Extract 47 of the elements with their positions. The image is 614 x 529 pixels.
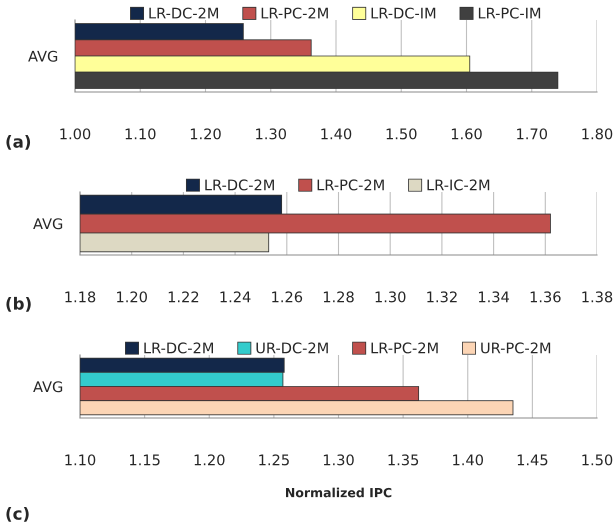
legend-label: UR-PC-2M [481, 342, 550, 354]
x-axis-title: Normalized IPC [286, 488, 392, 498]
x-tick-label: 1.35 [388, 454, 418, 466]
x-tick-label: 1.10 [65, 454, 96, 466]
y-tick-label: AVG [33, 381, 62, 392]
x-tick-label: 1.22 [168, 291, 198, 302]
x-tick-label: 1.45 [518, 454, 548, 466]
legend-label: LR-DC-2M [149, 8, 218, 19]
y-tick-label: AVG [28, 50, 58, 62]
x-tick-label: 1.20 [190, 128, 221, 140]
legend-label: UR-DC-2M [256, 342, 328, 354]
y-tick-label: AVG [33, 218, 62, 230]
x-tick-label: 1.25 [259, 454, 289, 466]
x-tick-label: 1.10 [126, 128, 156, 140]
legend-label: LR-DC-2M [144, 342, 213, 354]
legend-label: LR-DC-IM [372, 8, 436, 19]
legend-label: LR-PC-2M [318, 179, 384, 190]
x-tick-label: 1.20 [117, 291, 147, 302]
x-tick-label: 1.50 [386, 128, 417, 140]
x-tick-label: 1.26 [272, 291, 302, 302]
x-tick-label: 1.70 [517, 128, 548, 140]
x-tick-label: 1.30 [376, 291, 406, 302]
legend-label: LR-PC-IM [478, 8, 540, 19]
legend-label: LR-DC-2M [205, 179, 274, 190]
x-tick-label: 1.60 [452, 128, 482, 140]
x-tick-label: 1.24 [220, 291, 251, 302]
legend-label: LR-IC-2M [427, 179, 490, 190]
text: (b) [6, 296, 31, 312]
x-tick-label: 1.20 [194, 454, 225, 466]
legend-label: LR-PC-2M [372, 342, 438, 354]
x-tick-label: 1.30 [256, 128, 286, 140]
x-tick-label: 1.36 [530, 291, 561, 302]
x-tick-label: 1.34 [478, 291, 510, 302]
x-tick-label: 1.15 [130, 454, 160, 466]
x-tick-label: 1.40 [321, 128, 352, 140]
x-tick-label: 1.00 [60, 128, 90, 140]
x-tick-label: 1.80 [582, 128, 612, 140]
x-tick-label: 1.30 [324, 454, 354, 466]
x-tick-label: 1.50 [582, 454, 612, 466]
text: (c) [6, 506, 29, 522]
x-tick-label: 1.18 [65, 291, 96, 302]
x-tick-label: 1.32 [427, 291, 457, 302]
x-tick-label: 1.40 [453, 454, 484, 466]
x-tick-label: 1.38 [582, 291, 612, 302]
x-tick-label: 1.28 [324, 291, 354, 302]
legend-label: LR-PC-2M [262, 8, 328, 19]
text: (a) [6, 134, 30, 150]
